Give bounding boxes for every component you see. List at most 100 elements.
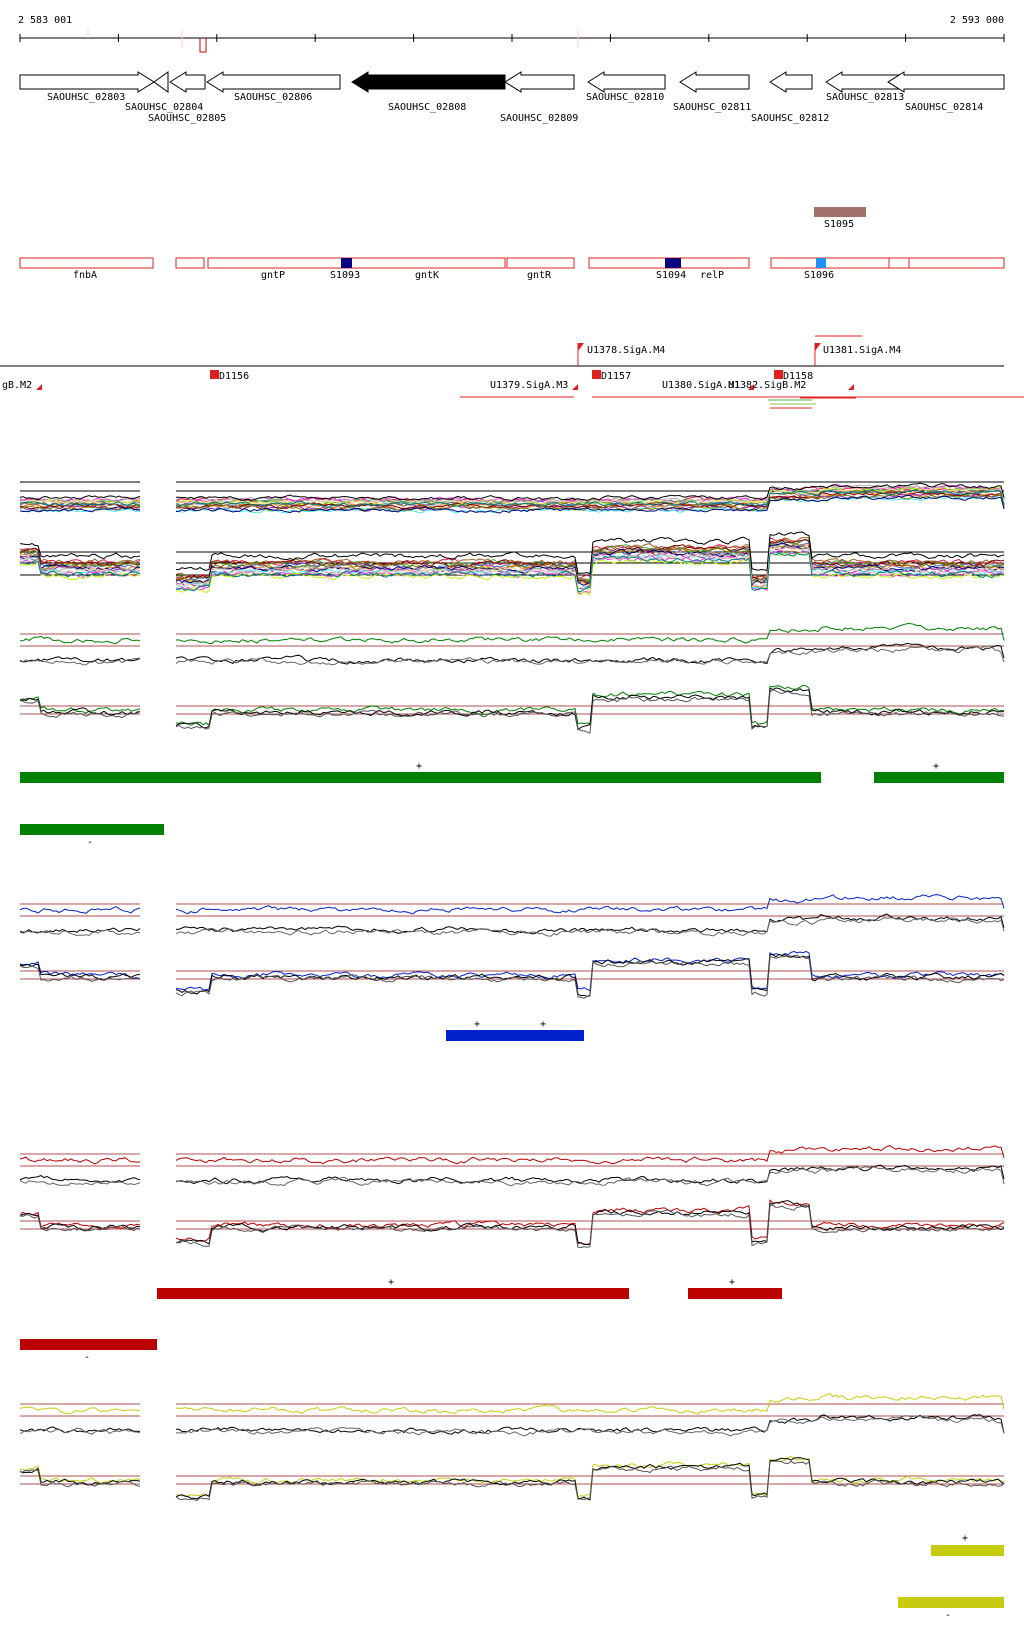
gene-saouhsc-02814[interactable]: SAOUHSC_02814 <box>887 71 1005 113</box>
promoter-label[interactable]: U1379.SigA.M3 <box>490 380 568 391</box>
promoter-label[interactable]: gB.M2 <box>2 380 32 391</box>
segment-green-plus[interactable] <box>20 772 821 783</box>
profile-line <box>175 1200 1005 1246</box>
marker-s1094[interactable] <box>665 258 681 268</box>
gene-saouhsc-02808[interactable]: SAOUHSC_02808 <box>351 71 506 113</box>
gene-saouhsc-02812[interactable]: SAOUHSC_02812 <box>751 71 829 124</box>
promoter-label[interactable]: U1380.SigA.M1 <box>662 380 740 391</box>
profile-line <box>175 954 1005 999</box>
profile-line <box>19 961 141 980</box>
gene-saouhsc-02813[interactable]: SAOUHSC_02813 <box>825 71 906 103</box>
end-coordinate: 2 593 000 <box>950 15 1004 26</box>
strand-label: - <box>84 1352 90 1363</box>
marker-s1093[interactable] <box>341 258 352 268</box>
promoter-track: gB.M2 D1156 U1378.SigA.M4 U1379.SigA.M3 … <box>0 335 1024 409</box>
profile-line <box>175 689 1005 734</box>
region-label-gntr: gntR <box>527 270 552 281</box>
gene-label: SAOUHSC_02812 <box>751 113 829 124</box>
gene-label: SAOUHSC_02808 <box>388 102 466 113</box>
segment-yellow-minus[interactable] <box>898 1597 1004 1608</box>
profile-line <box>19 508 141 513</box>
profile-line <box>19 1175 141 1183</box>
segment-red-plus[interactable] <box>688 1288 782 1299</box>
region-label-gntk: gntK <box>415 270 439 281</box>
segment-yellow-plus[interactable] <box>931 1545 1004 1556</box>
gene-label: SAOUHSC_02803 <box>47 92 125 103</box>
profile-line <box>19 547 141 567</box>
gene-saouhsc-02805[interactable]: SAOUHSC_02805 <box>148 71 226 124</box>
strand-label: + <box>416 761 422 772</box>
profile-line <box>19 1406 141 1415</box>
profile-line <box>19 1179 141 1186</box>
profile-line <box>19 1465 141 1484</box>
gene-label: SAOUHSC_02806 <box>234 92 312 103</box>
profile-line <box>19 497 141 503</box>
gene-saouhsc-02803[interactable]: SAOUHSC_02803 <box>19 71 155 103</box>
gene-saouhsc-02811[interactable]: SAOUHSC_02811 <box>673 71 751 113</box>
profile-line <box>175 894 1005 915</box>
promoter-label[interactable]: U1378.SigA.M4 <box>587 345 665 356</box>
gene-label: SAOUHSC_02809 <box>500 113 578 124</box>
strand-label: + <box>388 1277 394 1288</box>
profile-line <box>19 965 141 982</box>
profile-line <box>175 489 1005 508</box>
segment-green-minus[interactable] <box>20 824 164 835</box>
segment-bars: + + - + + + + - + - <box>20 761 1004 1621</box>
profile-line <box>19 1214 141 1232</box>
gene-label: SAOUHSC_02813 <box>826 92 904 103</box>
gene-label: SAOUHSC_02804 <box>125 102 203 113</box>
start-coordinate: 2 583 001 <box>18 15 72 26</box>
profile-line <box>175 493 1005 512</box>
profile-line <box>175 1460 1005 1501</box>
promoter-label[interactable]: U1381.SigA.M4 <box>823 345 901 356</box>
profile-line <box>19 929 141 937</box>
promoter-label[interactable]: U1382.SigB.M2 <box>728 380 806 391</box>
gene-saouhsc-02806[interactable]: SAOUHSC_02806 <box>206 71 341 103</box>
profile-line <box>175 917 1005 937</box>
expression-profiles <box>19 481 1005 1501</box>
profile-line <box>175 1393 1005 1415</box>
profile-line <box>175 687 1005 731</box>
profile-line <box>19 635 141 645</box>
profile-line <box>175 551 1005 593</box>
strand-label: - <box>87 837 93 848</box>
profile-line <box>175 1199 1005 1245</box>
coordinate-ruler: 2 583 001 2 593 000 <box>18 15 1005 53</box>
segment-blue-plus[interactable] <box>446 1030 584 1041</box>
profile-line <box>19 656 141 663</box>
region-label-gntp: gntP <box>261 270 285 281</box>
profile-line <box>19 1156 141 1165</box>
profile-line <box>175 1204 1005 1249</box>
gene-saouhsc-02810[interactable]: SAOUHSC_02810 <box>586 71 666 103</box>
gene-label: SAOUHSC_02810 <box>586 92 664 103</box>
strand-label: - <box>945 1610 951 1621</box>
profile-line <box>175 622 1005 645</box>
marker-s1096[interactable] <box>816 258 826 268</box>
marker-label-s1096: S1096 <box>804 270 834 281</box>
feature-s1095-bar <box>814 207 866 217</box>
gene-label: SAOUHSC_02811 <box>673 102 751 113</box>
profile-line <box>175 642 1005 665</box>
promoter-label[interactable]: D1157 <box>601 371 631 382</box>
feature-s1095[interactable]: S1095 <box>814 207 866 230</box>
strand-label: + <box>474 1019 480 1030</box>
profile-line <box>175 1145 1005 1165</box>
profile-line <box>19 506 141 513</box>
segment-red-plus[interactable] <box>157 1288 629 1299</box>
gene-track: SAOUHSC_02803 SAOUHSC_02804 SAOUHSC_0280… <box>19 71 1005 124</box>
feature-label: S1095 <box>824 219 854 230</box>
profile-line <box>19 1427 141 1435</box>
profile-line <box>175 645 1005 666</box>
promoter-label[interactable]: D1156 <box>219 371 249 382</box>
segment-red-minus[interactable] <box>20 1339 157 1350</box>
gene-saouhsc-02809[interactable]: SAOUHSC_02809 <box>500 71 578 124</box>
gene-label: SAOUHSC_02805 <box>148 113 226 124</box>
segment-green-plus[interactable] <box>874 772 1004 783</box>
region-label-fnba: fnbA <box>73 270 97 281</box>
promoter-label[interactable]: D1158 <box>783 371 813 382</box>
strand-label: + <box>962 1533 968 1544</box>
profile-line <box>19 1426 141 1434</box>
gene-saouhsc-02804[interactable]: SAOUHSC_02804 <box>125 71 203 113</box>
profile-line <box>175 1456 1005 1498</box>
